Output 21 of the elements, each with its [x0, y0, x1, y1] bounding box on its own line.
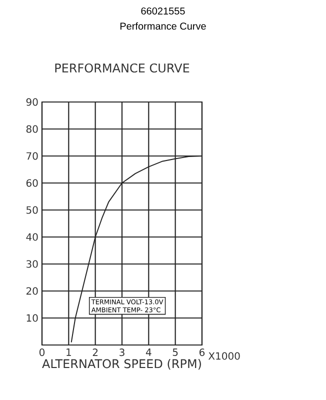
y-tick-label: 70: [26, 152, 38, 160]
x-tick-label: 0: [39, 348, 45, 356]
y-tick-label: 20: [26, 287, 38, 295]
text: X1000: [208, 352, 240, 360]
x-tick-label: 5: [172, 348, 178, 356]
chart-title: 66021555: [141, 7, 185, 15]
x-tick-label: 6: [200, 348, 205, 356]
y-tick-label: 10: [26, 314, 38, 322]
y-tick-label: 60: [26, 179, 38, 187]
x-tick-label: 3: [120, 348, 124, 356]
y-tick-label: 40: [26, 233, 38, 241]
x-tick-label: 2: [92, 348, 98, 356]
y-tick-label: 30: [26, 260, 38, 268]
y-tick-label: 80: [26, 125, 38, 133]
chart-subtitle: Performance Curve: [120, 22, 206, 30]
x-axis-title: ALTERNATOR SPEED (RPM): [42, 358, 201, 370]
x-tick-label: 1: [66, 348, 71, 356]
y-tick-label: 90: [26, 98, 38, 106]
x-tick-label: 4: [146, 348, 152, 356]
text: PERFORMANCE CURVE: [55, 63, 190, 73]
y-tick-label: 50: [26, 206, 38, 214]
